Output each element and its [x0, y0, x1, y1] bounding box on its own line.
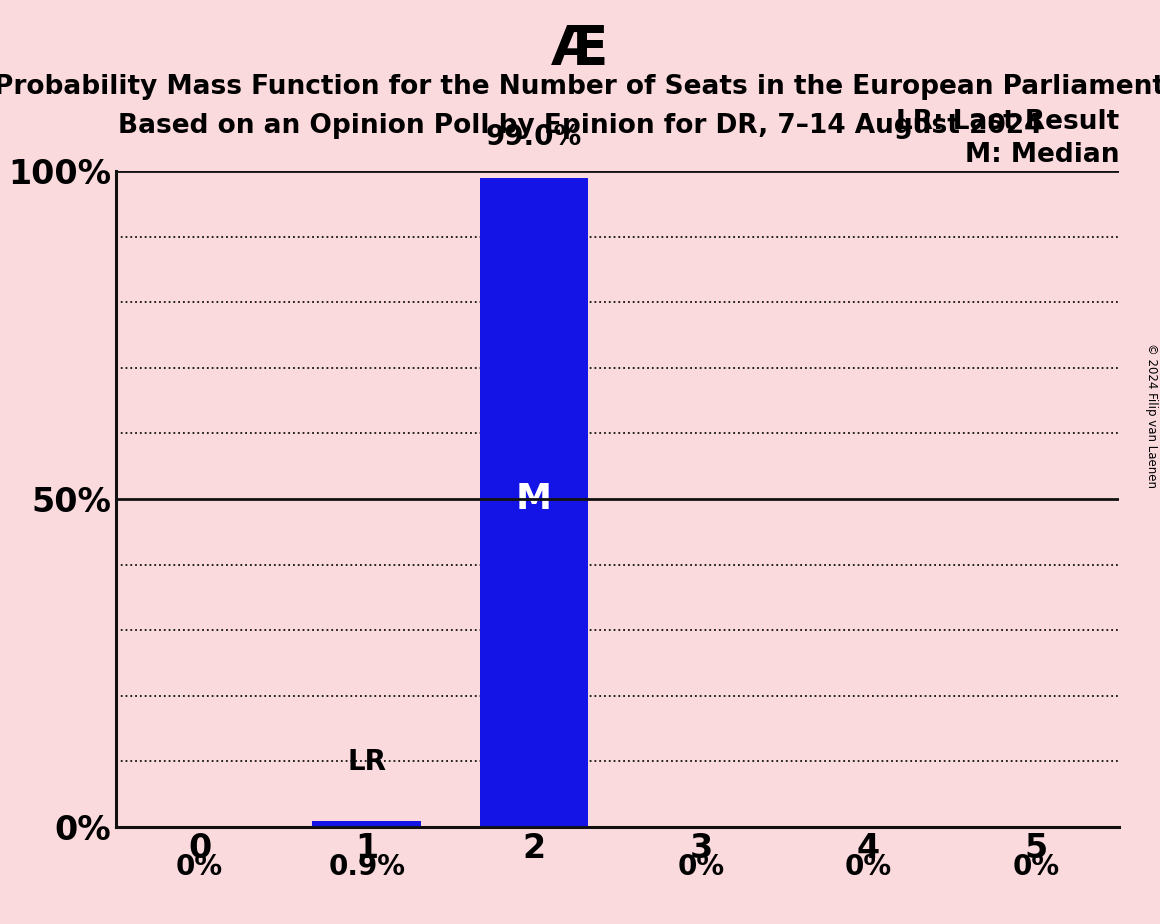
Text: Æ: Æ [551, 23, 609, 75]
Text: © 2024 Filip van Laenen: © 2024 Filip van Laenen [1145, 344, 1159, 488]
Text: M: Median: M: Median [965, 141, 1119, 167]
Text: 99.0%: 99.0% [486, 123, 582, 152]
Text: Probability Mass Function for the Number of Seats in the European Parliament: Probability Mass Function for the Number… [0, 74, 1160, 100]
Text: 0%: 0% [176, 853, 223, 881]
Text: M: M [516, 482, 552, 516]
Bar [312, 821, 421, 827]
Text: LR: Last Result: LR: Last Result [897, 109, 1119, 135]
Text: 0%: 0% [844, 853, 892, 881]
Text: Based on an Opinion Poll by Epinion for DR, 7–14 August 2024: Based on an Opinion Poll by Epinion for … [118, 113, 1042, 139]
Text: 0.9%: 0.9% [328, 853, 405, 881]
Bar [480, 177, 588, 827]
Text: 0%: 0% [677, 853, 725, 881]
Text: LR: LR [347, 748, 386, 776]
Text: 0%: 0% [1013, 853, 1059, 881]
